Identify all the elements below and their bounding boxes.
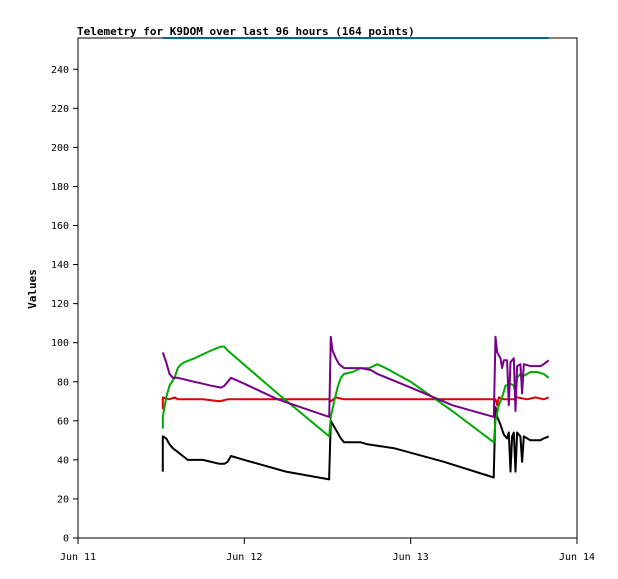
x-tick-label: Jun 13 xyxy=(393,552,429,563)
series-line-1 xyxy=(161,406,550,481)
x-tick-label: Jun 12 xyxy=(226,552,262,563)
series-line-3 xyxy=(161,345,550,444)
y-tick-label: 200 xyxy=(51,143,69,154)
y-tick-label: 160 xyxy=(51,221,69,232)
y-tick-label: 100 xyxy=(51,338,69,349)
y-tick-label: 80 xyxy=(57,377,69,388)
y-axis: 0 20 40 60 80 100 120 140 160 180 200 220 240 xyxy=(51,65,78,545)
y-tick-label: 240 xyxy=(51,65,69,76)
y-tick-label: 40 xyxy=(57,455,69,466)
y-tick-label: 20 xyxy=(57,494,69,505)
x-axis: Jun 11 Jun 12 Jun 13 Jun 14 xyxy=(60,538,595,563)
series-line-2 xyxy=(161,396,550,410)
y-axis-label: Values xyxy=(26,269,39,309)
y-tick-label: 140 xyxy=(51,260,69,271)
x-tick-label: Jun 14 xyxy=(559,552,595,563)
plot-area-frame xyxy=(77,37,578,539)
y-tick-label: 120 xyxy=(51,299,69,310)
chart-title: Telemetry for K9DOM over last 96 hours (… xyxy=(77,25,415,38)
y-tick-label: 0 xyxy=(63,534,69,545)
y-tick-label: 220 xyxy=(51,104,69,115)
x-tick-label: Jun 11 xyxy=(60,552,96,563)
series-line-4 xyxy=(161,335,550,418)
series-layer xyxy=(161,37,550,481)
y-tick-label: 60 xyxy=(57,416,69,427)
y-tick-label: 180 xyxy=(51,182,69,193)
